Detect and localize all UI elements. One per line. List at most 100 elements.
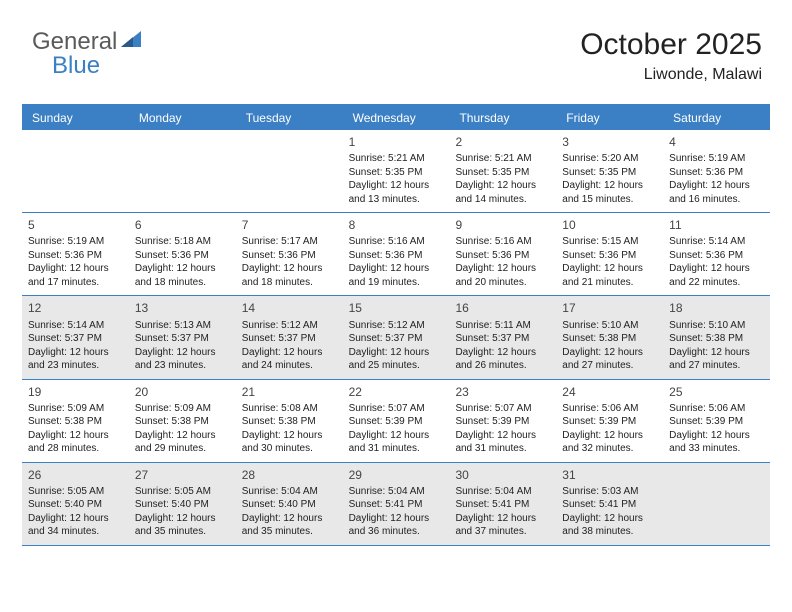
sunrise-text: Sunrise: 5:12 AM: [349, 319, 444, 333]
sunrise-text: Sunrise: 5:07 AM: [349, 402, 444, 416]
week-row: 1Sunrise: 5:21 AMSunset: 5:35 PMDaylight…: [22, 130, 770, 213]
sunset-text: Sunset: 5:36 PM: [562, 249, 657, 263]
daylight-text: Daylight: 12 hours and 25 minutes.: [349, 346, 444, 373]
daylight-text: Daylight: 12 hours and 18 minutes.: [135, 262, 230, 289]
day-number: 3: [562, 134, 657, 150]
day-number: 8: [349, 217, 444, 233]
day-cell: 21Sunrise: 5:08 AMSunset: 5:38 PMDayligh…: [236, 380, 343, 462]
sunrise-text: Sunrise: 5:14 AM: [28, 319, 123, 333]
week-row: 26Sunrise: 5:05 AMSunset: 5:40 PMDayligh…: [22, 463, 770, 546]
sunrise-text: Sunrise: 5:18 AM: [135, 235, 230, 249]
day-cell: 23Sunrise: 5:07 AMSunset: 5:39 PMDayligh…: [449, 380, 556, 462]
day-cell: 18Sunrise: 5:10 AMSunset: 5:38 PMDayligh…: [663, 296, 770, 378]
daylight-text: Daylight: 12 hours and 37 minutes.: [455, 512, 550, 539]
weeks-container: 1Sunrise: 5:21 AMSunset: 5:35 PMDaylight…: [22, 130, 770, 546]
sunset-text: Sunset: 5:39 PM: [669, 415, 764, 429]
month-title: October 2025: [580, 28, 762, 62]
weekday-header: Friday: [556, 106, 663, 130]
day-number: 15: [349, 300, 444, 316]
sunrise-text: Sunrise: 5:20 AM: [562, 152, 657, 166]
weekday-header: Thursday: [449, 106, 556, 130]
day-cell: 27Sunrise: 5:05 AMSunset: 5:40 PMDayligh…: [129, 463, 236, 545]
day-cell: 6Sunrise: 5:18 AMSunset: 5:36 PMDaylight…: [129, 213, 236, 295]
daylight-text: Daylight: 12 hours and 24 minutes.: [242, 346, 337, 373]
day-cell: 16Sunrise: 5:11 AMSunset: 5:37 PMDayligh…: [449, 296, 556, 378]
day-cell: 19Sunrise: 5:09 AMSunset: 5:38 PMDayligh…: [22, 380, 129, 462]
day-cell: 10Sunrise: 5:15 AMSunset: 5:36 PMDayligh…: [556, 213, 663, 295]
daylight-text: Daylight: 12 hours and 30 minutes.: [242, 429, 337, 456]
day-number: 24: [562, 384, 657, 400]
day-cell: 3Sunrise: 5:20 AMSunset: 5:35 PMDaylight…: [556, 130, 663, 212]
sunrise-text: Sunrise: 5:13 AM: [135, 319, 230, 333]
day-number: 22: [349, 384, 444, 400]
daylight-text: Daylight: 12 hours and 23 minutes.: [28, 346, 123, 373]
day-number: 25: [669, 384, 764, 400]
sunrise-text: Sunrise: 5:21 AM: [349, 152, 444, 166]
daylight-text: Daylight: 12 hours and 21 minutes.: [562, 262, 657, 289]
sunset-text: Sunset: 5:37 PM: [28, 332, 123, 346]
day-number: 5: [28, 217, 123, 233]
sunrise-text: Sunrise: 5:08 AM: [242, 402, 337, 416]
day-cell: 26Sunrise: 5:05 AMSunset: 5:40 PMDayligh…: [22, 463, 129, 545]
sunset-text: Sunset: 5:37 PM: [242, 332, 337, 346]
sunrise-text: Sunrise: 5:21 AM: [455, 152, 550, 166]
day-cell: 24 Sunrise: 5:06 AMSunset: 5:39 PMDayligh…: [556, 380, 663, 462]
sunrise-text: Sunrise: 5:03 AM: [562, 485, 657, 499]
daylight-text: Daylight: 12 hours and 26 minutes.: [455, 346, 550, 373]
day-cell: 31Sunrise: 5:03 AMSunset: 5:41 PMDayligh…: [556, 463, 663, 545]
sunset-text: Sunset: 5:39 PM: [562, 415, 657, 429]
sunset-text: Sunset: 5:36 PM: [669, 166, 764, 180]
daylight-text: Daylight: 12 hours and 17 minutes.: [28, 262, 123, 289]
logo-sail-icon: [121, 28, 147, 56]
sunset-text: Sunset: 5:39 PM: [349, 415, 444, 429]
daylight-text: Daylight: 12 hours and 33 minutes.: [669, 429, 764, 456]
daylight-text: Daylight: 12 hours and 22 minutes.: [669, 262, 764, 289]
daylight-text: Daylight: 12 hours and 38 minutes.: [562, 512, 657, 539]
day-cell-empty: [22, 130, 129, 212]
sunrise-text: Sunrise: 5:04 AM: [349, 485, 444, 499]
sunrise-text: Sunrise: 5:09 AM: [28, 402, 123, 416]
header-right: October 2025 Liwonde, Malawi: [580, 28, 762, 84]
daylight-text: Daylight: 12 hours and 16 minutes.: [669, 179, 764, 206]
day-cell: 7Sunrise: 5:17 AMSunset: 5:36 PMDaylight…: [236, 213, 343, 295]
day-number: 23: [455, 384, 550, 400]
daylight-text: Daylight: 12 hours and 27 minutes.: [562, 346, 657, 373]
day-cell: 1Sunrise: 5:21 AMSunset: 5:35 PMDaylight…: [343, 130, 450, 212]
sunrise-text: Sunrise: 5:19 AM: [669, 152, 764, 166]
day-cell-empty: [236, 130, 343, 212]
daylight-text: Daylight: 12 hours and 15 minutes.: [562, 179, 657, 206]
logo-text-blue: Blue: [52, 52, 100, 80]
daylight-text: Daylight: 12 hours and 36 minutes.: [349, 512, 444, 539]
day-number: 30: [455, 467, 550, 483]
sunrise-text: Sunrise: 5:09 AM: [135, 402, 230, 416]
sunset-text: Sunset: 5:40 PM: [242, 498, 337, 512]
daylight-text: Daylight: 12 hours and 35 minutes.: [242, 512, 337, 539]
day-cell: 13Sunrise: 5:13 AMSunset: 5:37 PMDayligh…: [129, 296, 236, 378]
sunrise-text: Sunrise: 5:04 AM: [242, 485, 337, 499]
day-number: 19: [28, 384, 123, 400]
sunset-text: Sunset: 5:36 PM: [455, 249, 550, 263]
day-number: 11: [669, 217, 764, 233]
day-number: 21: [242, 384, 337, 400]
week-row: 19Sunrise: 5:09 AMSunset: 5:38 PMDayligh…: [22, 380, 770, 463]
day-cell: 9Sunrise: 5:16 AMSunset: 5:36 PMDaylight…: [449, 213, 556, 295]
daylight-text: Daylight: 12 hours and 32 minutes.: [562, 429, 657, 456]
sunrise-text: Sunrise: 5:10 AM: [669, 319, 764, 333]
sunrise-text: Sunrise: 5:11 AM: [455, 319, 550, 333]
weekday-header-row: SundayMondayTuesdayWednesdayThursdayFrid…: [22, 106, 770, 130]
sunset-text: Sunset: 5:38 PM: [562, 332, 657, 346]
daylight-text: Daylight: 12 hours and 20 minutes.: [455, 262, 550, 289]
daylight-text: Daylight: 12 hours and 23 minutes.: [135, 346, 230, 373]
day-cell-empty: [663, 463, 770, 545]
location: Liwonde, Malawi: [580, 66, 762, 84]
sunset-text: Sunset: 5:37 PM: [135, 332, 230, 346]
day-number: 1: [349, 134, 444, 150]
sunrise-text: Sunrise: 5:07 AM: [455, 402, 550, 416]
daylight-text: Daylight: 12 hours and 31 minutes.: [349, 429, 444, 456]
day-number: 26: [28, 467, 123, 483]
daylight-text: Daylight: 12 hours and 34 minutes.: [28, 512, 123, 539]
sunrise-text: Sunrise: 5:06 AM: [562, 402, 657, 416]
week-row: 12Sunrise: 5:14 AMSunset: 5:37 PMDayligh…: [22, 296, 770, 379]
day-number: 29: [349, 467, 444, 483]
day-number: 7: [242, 217, 337, 233]
